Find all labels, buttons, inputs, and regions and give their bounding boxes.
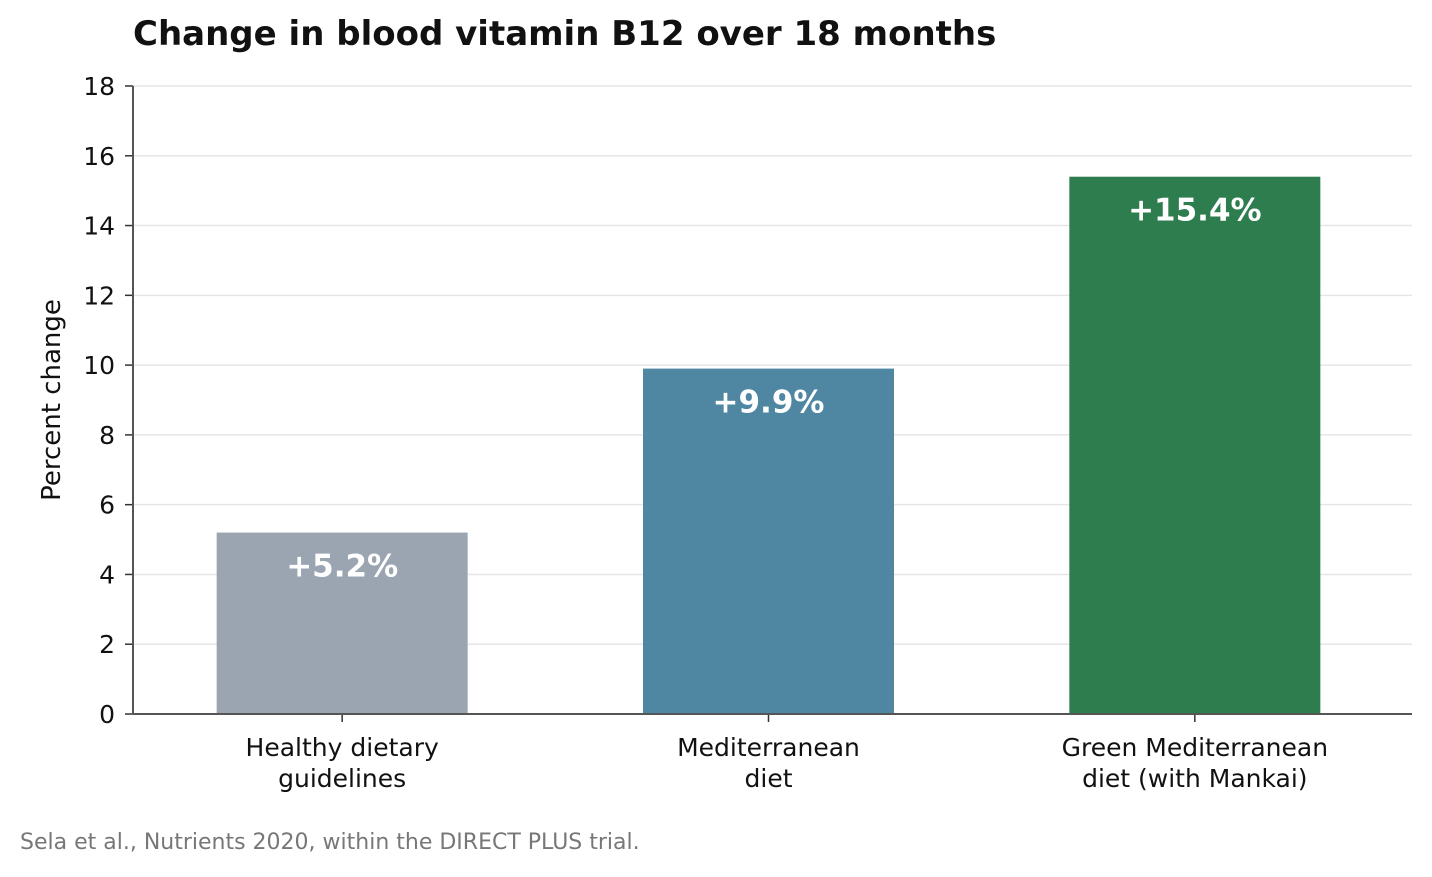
x-tick-label-line: diet (with Mankai)	[1082, 764, 1307, 793]
y-tick-label: 6	[99, 491, 115, 520]
y-tick-label: 2	[99, 630, 115, 659]
x-tick-label-line: diet	[745, 764, 793, 793]
x-tick-label-line: Green Mediterranean	[1062, 733, 1328, 762]
y-tick-label: 18	[83, 72, 115, 101]
y-tick-label: 16	[83, 142, 115, 171]
bar	[216, 532, 468, 714]
data-label: +9.9%	[713, 385, 825, 421]
x-tick-label-line: Mediterranean	[677, 733, 860, 762]
data-label: +15.4%	[1128, 193, 1262, 229]
y-tick-label: 4	[99, 560, 115, 589]
x-tick-label: Green Mediterranean diet (with Mankai)	[1062, 733, 1328, 793]
y-tick-label: 0	[99, 700, 115, 729]
x-tick-label-line: guidelines	[278, 764, 406, 793]
y-axis-label: Percent change	[37, 299, 67, 501]
chart-title: Change in blood vitamin B12 over 18 mont…	[133, 14, 997, 54]
y-tick-label: 8	[99, 421, 115, 450]
y-tick-label: 12	[83, 281, 115, 310]
source-note: Sela et al., Nutrients 2020, within the …	[20, 830, 640, 855]
data-label: +5.2%	[286, 549, 398, 585]
bar	[643, 368, 894, 714]
x-tick-label-line: Healthy dietary	[246, 733, 439, 762]
x-tick-label: Mediterranean diet	[677, 733, 860, 793]
bar	[1069, 176, 1321, 714]
y-tick-label: 10	[83, 351, 115, 380]
x-tick-label: Healthy dietary guidelines	[246, 733, 439, 793]
y-tick-label: 14	[83, 212, 115, 241]
